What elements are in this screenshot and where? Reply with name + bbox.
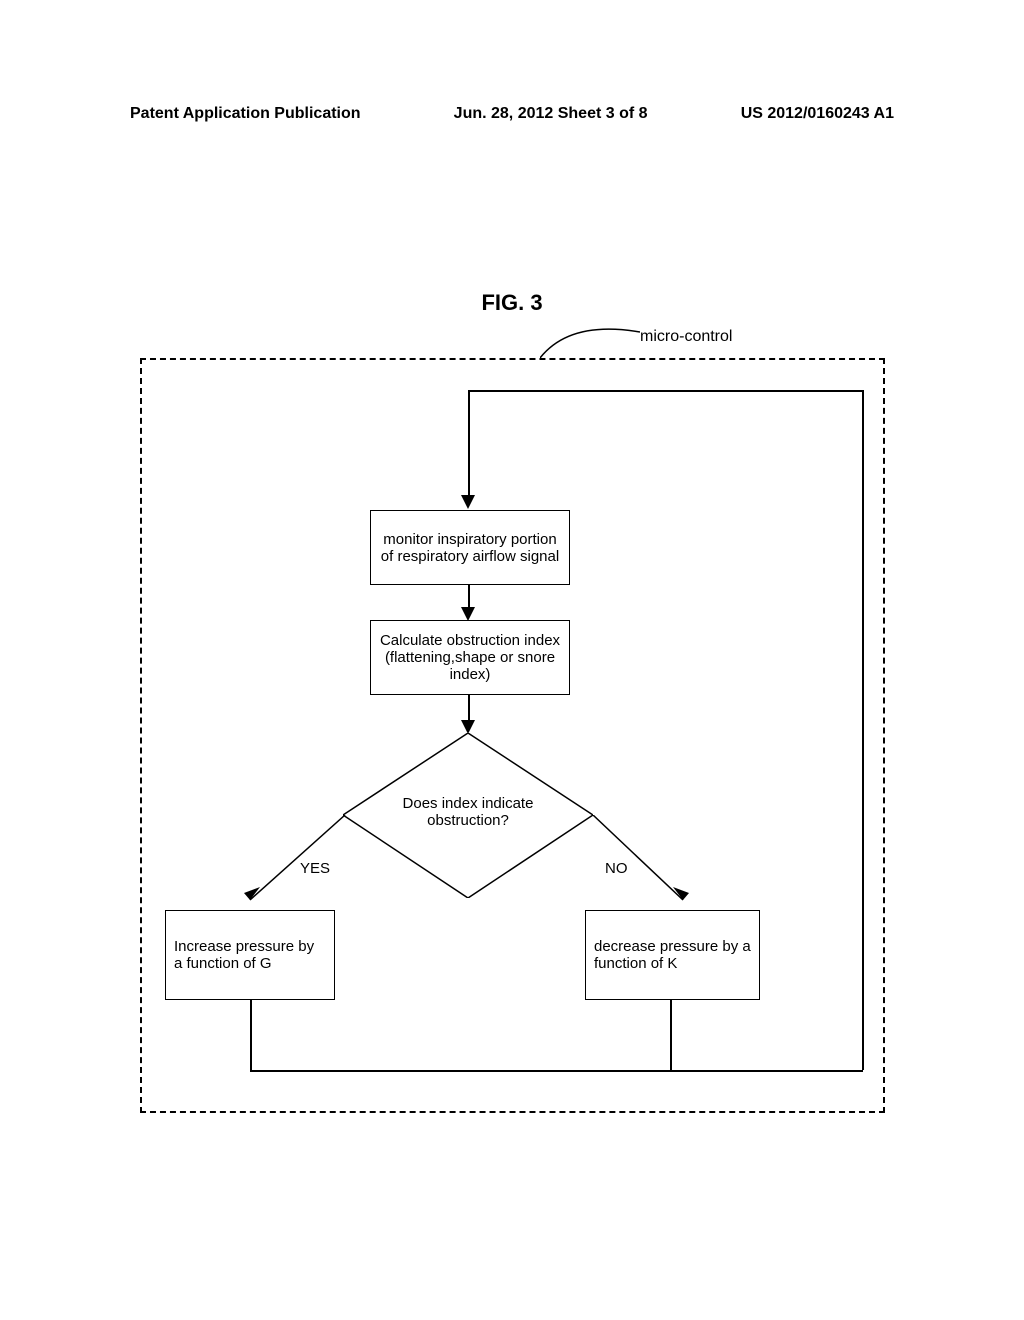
arrow-monitor-calc xyxy=(468,585,470,607)
increase-text: Increase pressure by a function of G xyxy=(174,938,326,972)
figure-title: FIG. 3 xyxy=(481,290,542,316)
arrowhead-calc xyxy=(461,607,475,621)
micro-control-label: micro-control xyxy=(640,328,732,346)
arrow-to-monitor xyxy=(468,390,470,495)
yes-label: YES xyxy=(300,860,330,877)
decrease-out-vline xyxy=(670,1000,672,1070)
arrow-calc-diamond xyxy=(468,695,470,720)
feedback-right-vline xyxy=(862,390,864,1070)
diamond-text: Does index indicate obstruction? xyxy=(368,795,568,829)
bottom-join-line xyxy=(250,1070,863,1072)
yes-branch-line xyxy=(240,815,350,915)
decrease-box: decrease pressure by a function of K xyxy=(585,910,760,1000)
feedback-top-line xyxy=(468,390,863,392)
monitor-text: monitor inspiratory portion of respirato… xyxy=(379,531,561,565)
header-left: Patent Application Publication xyxy=(130,105,361,123)
header-right: US 2012/0160243 A1 xyxy=(741,105,894,123)
decrease-text: decrease pressure by a function of K xyxy=(594,938,751,972)
calculate-box: Calculate obstruction index (flattening,… xyxy=(370,620,570,695)
calculate-text: Calculate obstruction index (flattening,… xyxy=(379,632,561,683)
arrowhead-monitor xyxy=(461,495,475,509)
increase-out-vline xyxy=(250,1000,252,1070)
page-header: Patent Application Publication Jun. 28, … xyxy=(0,105,1024,123)
arrowhead-diamond xyxy=(461,720,475,734)
no-label: NO xyxy=(605,860,628,877)
monitor-box: monitor inspiratory portion of respirato… xyxy=(370,510,570,585)
header-center: Jun. 28, 2012 Sheet 3 of 8 xyxy=(454,105,648,123)
increase-box: Increase pressure by a function of G xyxy=(165,910,335,1000)
curve-connector xyxy=(540,320,640,360)
